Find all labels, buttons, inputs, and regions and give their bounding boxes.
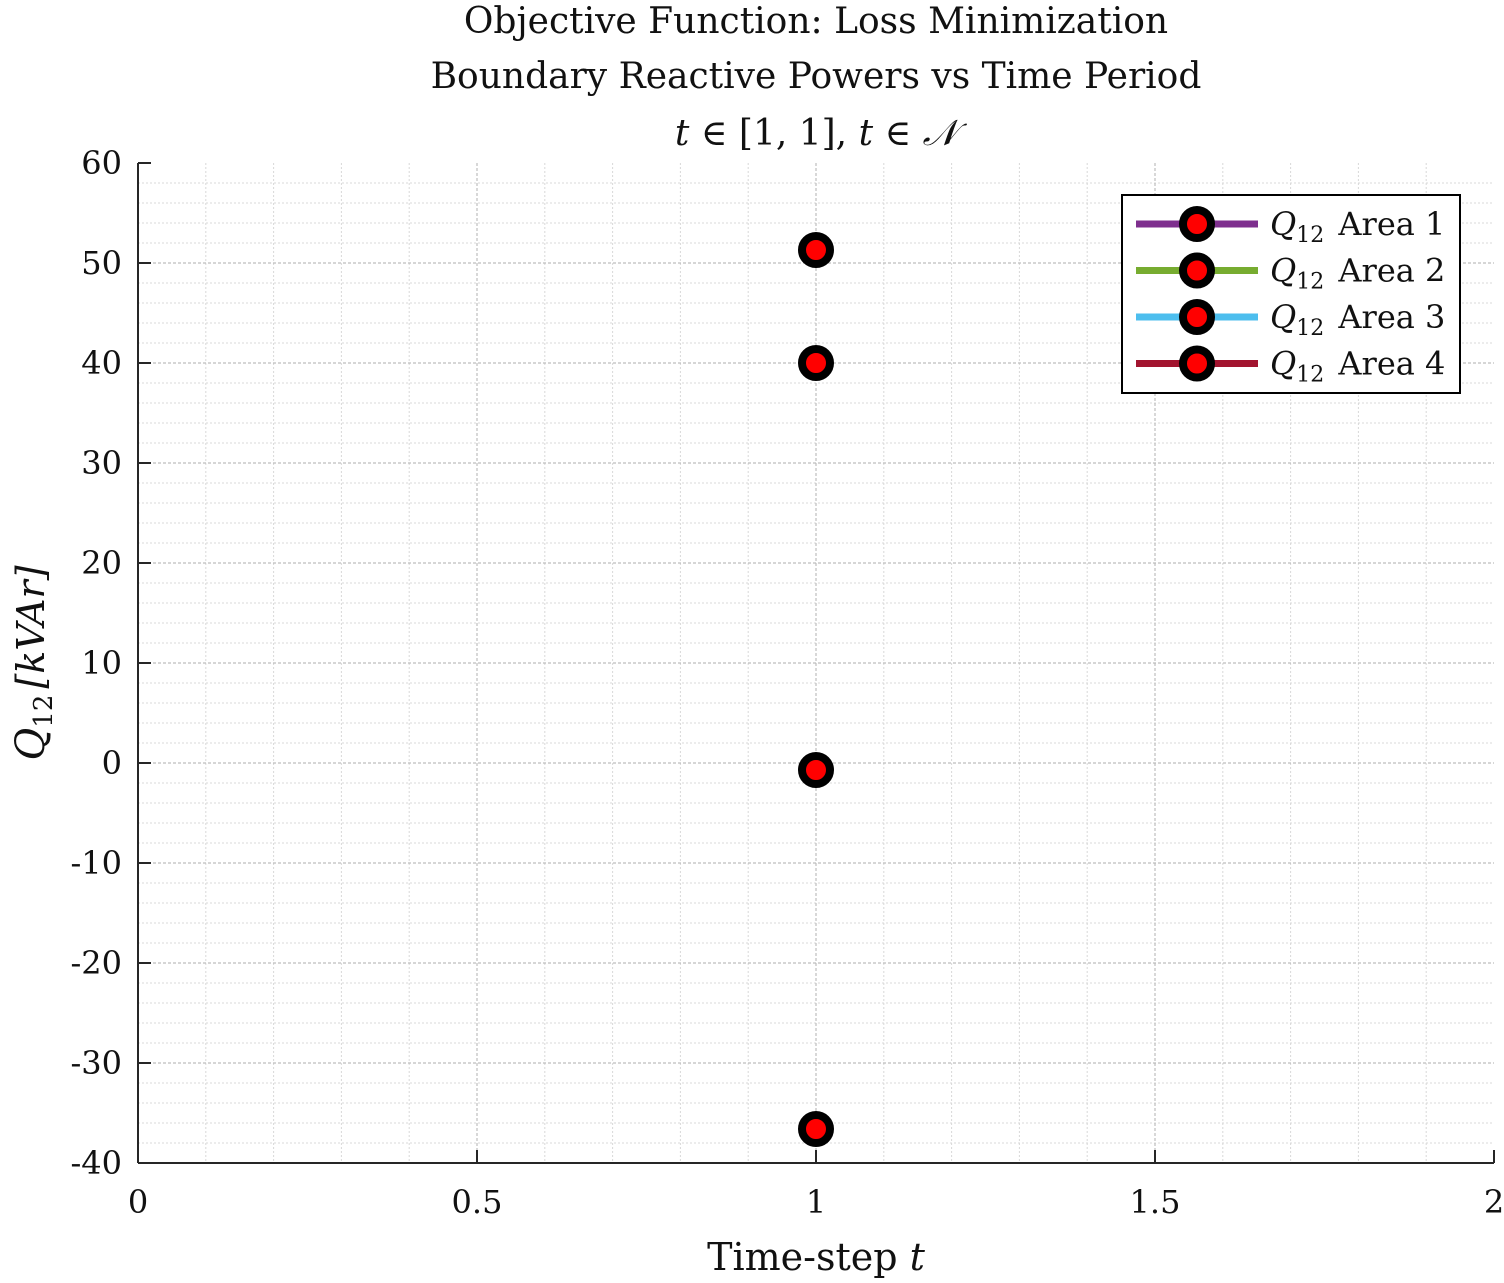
title-line-3-in: ∈ (873, 113, 923, 154)
y-tick-label: 40 (81, 344, 122, 382)
legend-box (1121, 194, 1461, 394)
legend-label-area-2: Q12 Area 2 (1270, 252, 1445, 295)
x-tick-label: 2 (1484, 1183, 1504, 1221)
title-line-3-range: ∈ [1, 1], (689, 113, 858, 154)
y-tick-label: 50 (81, 244, 122, 282)
legend-label-area-1: Q12 Area 1 (1270, 205, 1445, 248)
y-tick-label: -20 (70, 944, 122, 982)
title-line-3-var2: t (859, 113, 874, 154)
x-axis-label: Time-step t (707, 1235, 926, 1279)
x-tick-label: 0 (128, 1183, 148, 1221)
axes (137, 162, 1495, 1164)
x-tick-label: 1 (806, 1183, 826, 1221)
y-axis-label: Q12 [kVAr] (8, 565, 59, 760)
title-line-2: Boundary Reactive Powers vs Time Period (431, 56, 1202, 97)
y-tick-label: 20 (81, 544, 122, 582)
y-tick-labels: -40 -30 -20 -10 0 10 20 30 40 50 60 (70, 144, 122, 1182)
legend-marker-area-3 (1179, 299, 1215, 335)
y-tick-label: -10 (70, 844, 122, 882)
y-tick-label: 30 (81, 444, 122, 482)
legend-marker-area-2 (1179, 252, 1215, 289)
x-axis-label-text: Time-step (707, 1235, 910, 1279)
y-axis-label-var: Q (8, 728, 54, 761)
x-tick-label: 1.5 (1130, 1183, 1181, 1221)
y-axis-label-sub: 12 (29, 695, 59, 728)
title-line-3-var: t (675, 113, 690, 154)
x-axis-label-var: t (910, 1235, 926, 1279)
y-tick-label: -30 (70, 1044, 122, 1082)
data-point-area-3 (798, 752, 834, 788)
chart-title: Objective Function: Loss Minimization Bo… (431, 1, 1202, 154)
data-point-area-1 (798, 232, 834, 268)
y-axis-label-unit: [kVAr] (9, 565, 53, 688)
y-tick-label: 0 (102, 744, 122, 782)
data-point-area-2 (798, 345, 834, 381)
y-tick-label: -40 (70, 1144, 122, 1182)
y-tick-label: 60 (81, 144, 122, 182)
x-tick-labels: 0 0.5 1 1.5 2 (128, 1183, 1504, 1221)
x-tick-label: 0.5 (452, 1183, 503, 1221)
series-layer (798, 232, 834, 1147)
title-line-3: t ∈ [1, 1], t ∈ 𝒩 (675, 113, 968, 154)
legend-marker-area-1 (1179, 206, 1215, 242)
title-line-1: Objective Function: Loss Minimization (464, 1, 1168, 42)
y-tick-label: 10 (81, 644, 122, 682)
data-point-area-4 (798, 1111, 834, 1147)
legend-label-area-3: Q12 Area 3 (1270, 298, 1445, 341)
title-line-3-set: 𝒩 (923, 113, 968, 154)
legend-marker-area-4 (1179, 345, 1215, 382)
legend-label-area-4: Q12 Area 4 (1270, 345, 1445, 388)
